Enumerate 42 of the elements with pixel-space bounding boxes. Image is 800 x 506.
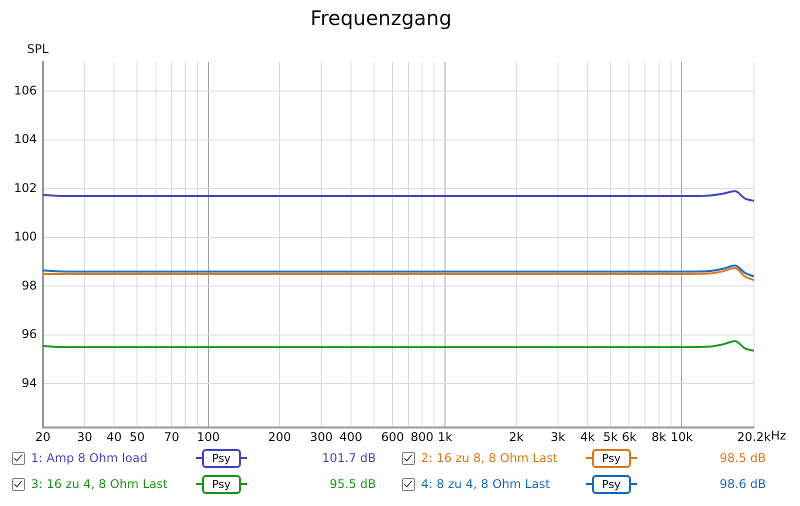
swatch-button: Psy (196, 474, 276, 494)
text: 4: 8 zu 4, 8 Ohm Last (421, 477, 551, 491)
x-tick-label: 600 (381, 430, 404, 444)
y-tick-label: 104 (14, 132, 37, 146)
x-tick-label: 4k (580, 430, 595, 444)
x-tick-label: 50 (129, 430, 145, 444)
x-tick-label: 70 (164, 430, 180, 444)
text: 98.6 dB (718, 477, 766, 491)
x-axis-title: Hz (770, 428, 786, 443)
text: 98.5 dB (718, 451, 766, 465)
y-tick-label: 106 (14, 83, 37, 98)
x-tick-label: 40 (106, 430, 122, 444)
x-tick-label: 400 (339, 430, 362, 444)
x-tick-label: 8k (651, 430, 666, 444)
text: 101.7 dB (320, 451, 376, 465)
text: 1: Amp 8 Ohm load (31, 451, 148, 465)
text: 95.5 dB (328, 477, 376, 491)
swatch-button: Psy (586, 448, 666, 468)
x-tick-label: 20.2k (737, 430, 771, 444)
x-tick-label: 300 (310, 430, 333, 444)
y-tick-label: 102 (14, 180, 37, 195)
x-tick-label: 30 (76, 430, 92, 444)
x-tick-label: 20 (35, 430, 51, 444)
y-axis-title: SPL (27, 42, 49, 56)
swatch-button: Psy (196, 448, 276, 468)
chart-title: Frequenzgang (310, 6, 452, 30)
text: 2: 16 zu 8, 8 Ohm Last (421, 451, 559, 465)
y-tick-label: 98 (22, 278, 37, 292)
x-tick-label: 2k (508, 430, 524, 444)
x-tick-label: 5k (603, 430, 618, 444)
x-tick-label: 200 (268, 430, 292, 444)
x-tick-label: 10k (670, 430, 693, 444)
x-tick-label: 1k (438, 430, 452, 444)
x-tick-label: 6k (622, 430, 637, 444)
x-tick-label: 3k (550, 430, 566, 444)
y-tick-label: 100 (14, 230, 37, 244)
y-tick-label: 96 (22, 327, 37, 342)
x-tick-label: 800 (410, 430, 434, 444)
x-tick-label: 100 (196, 430, 220, 444)
swatch-button: Psy (586, 474, 666, 494)
y-tick-label: 94 (22, 376, 37, 390)
text: 3: 16 zu 4, 8 Ohm Last (31, 477, 169, 491)
